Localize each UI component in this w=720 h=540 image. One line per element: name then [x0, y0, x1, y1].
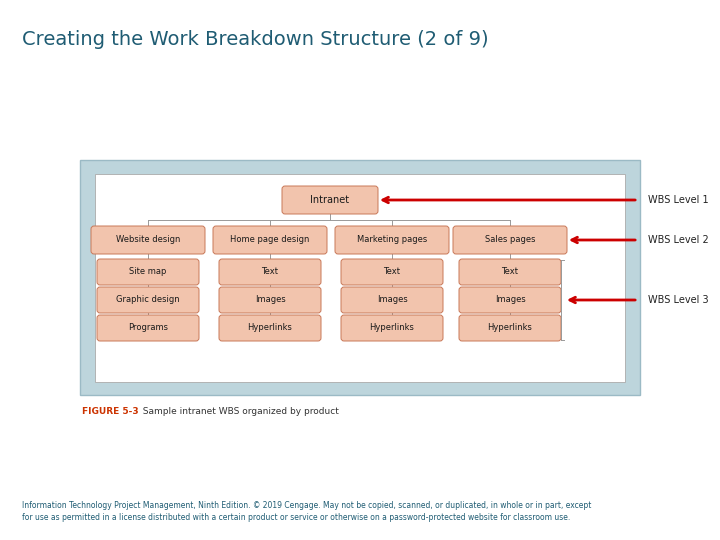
Text: Marketing pages: Marketing pages — [357, 235, 427, 245]
Text: Graphic design: Graphic design — [116, 295, 180, 305]
Text: Site map: Site map — [130, 267, 167, 276]
FancyBboxPatch shape — [282, 186, 378, 214]
FancyBboxPatch shape — [80, 160, 640, 395]
FancyBboxPatch shape — [97, 287, 199, 313]
FancyBboxPatch shape — [91, 226, 205, 254]
Text: Text: Text — [384, 267, 400, 276]
Text: Sales pages: Sales pages — [485, 235, 535, 245]
Text: Text: Text — [261, 267, 279, 276]
FancyBboxPatch shape — [95, 174, 625, 382]
Text: Information Technology Project Management, Ninth Edition. © 2019 Cengage. May no: Information Technology Project Managemen… — [22, 501, 591, 510]
FancyBboxPatch shape — [97, 259, 199, 285]
Text: Text: Text — [502, 267, 518, 276]
Text: Creating the Work Breakdown Structure (2 of 9): Creating the Work Breakdown Structure (2… — [22, 30, 489, 49]
Text: Images: Images — [255, 295, 285, 305]
FancyBboxPatch shape — [219, 259, 321, 285]
FancyBboxPatch shape — [459, 287, 561, 313]
Text: for use as permitted in a license distributed with a certain product or service : for use as permitted in a license distri… — [22, 513, 570, 522]
Text: Website design: Website design — [116, 235, 180, 245]
FancyBboxPatch shape — [97, 315, 199, 341]
Text: Images: Images — [495, 295, 526, 305]
FancyBboxPatch shape — [341, 287, 443, 313]
FancyBboxPatch shape — [219, 287, 321, 313]
Text: Hyperlinks: Hyperlinks — [487, 323, 532, 333]
FancyBboxPatch shape — [341, 259, 443, 285]
Text: Sample intranet WBS organized by product: Sample intranet WBS organized by product — [137, 407, 339, 416]
FancyBboxPatch shape — [335, 226, 449, 254]
Text: Programs: Programs — [128, 323, 168, 333]
Text: WBS Level 2: WBS Level 2 — [648, 235, 708, 245]
Text: Hyperlinks: Hyperlinks — [248, 323, 292, 333]
Text: WBS Level 1: WBS Level 1 — [648, 195, 708, 205]
FancyBboxPatch shape — [341, 315, 443, 341]
FancyBboxPatch shape — [459, 259, 561, 285]
FancyBboxPatch shape — [213, 226, 327, 254]
Text: WBS Level 3: WBS Level 3 — [648, 295, 708, 305]
Text: Home page design: Home page design — [230, 235, 310, 245]
FancyBboxPatch shape — [459, 315, 561, 341]
Text: Intranet: Intranet — [310, 195, 350, 205]
Text: Images: Images — [377, 295, 408, 305]
Text: FIGURE 5-3: FIGURE 5-3 — [82, 407, 139, 416]
Text: Hyperlinks: Hyperlinks — [369, 323, 415, 333]
FancyBboxPatch shape — [219, 315, 321, 341]
FancyBboxPatch shape — [453, 226, 567, 254]
